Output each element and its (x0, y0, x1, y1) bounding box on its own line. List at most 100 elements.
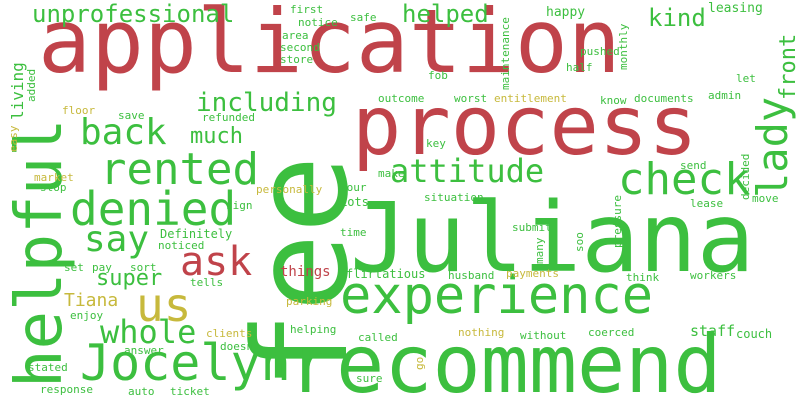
word-happy: happy (546, 5, 586, 20)
word-doesn: doesn (220, 340, 254, 353)
word-nothing: nothing (458, 326, 505, 339)
word-us: us (136, 278, 192, 332)
word-application: application (38, 0, 621, 93)
word-living: living (8, 62, 27, 120)
word-let: let (736, 72, 756, 85)
word-tells: tells (190, 276, 224, 289)
word-response: response (40, 383, 93, 396)
word-whole: whole (100, 313, 197, 351)
word-leasing: leasing (708, 1, 763, 16)
word-including: including (196, 88, 337, 118)
word-documents: documents (634, 92, 694, 105)
word-tour: tour (340, 181, 367, 194)
word-area: area (282, 29, 309, 42)
word-juliana: Juliana (350, 182, 755, 294)
word-answer: answer (124, 344, 164, 357)
word-personally: personally (256, 183, 323, 196)
word-auto: auto (128, 385, 155, 398)
word-check: check (618, 154, 751, 205)
word-pushed: pushed (580, 45, 620, 58)
word-staff: staff (690, 322, 736, 340)
word-set: set (64, 261, 84, 274)
word-without: without (520, 329, 567, 342)
word-attitude: attitude (390, 152, 545, 190)
word-definitely: Definitely (160, 227, 233, 241)
word-front: front (776, 33, 800, 100)
word-safe: safe (350, 11, 377, 24)
word-decided: decided (739, 153, 752, 200)
word-sort: sort (130, 261, 157, 274)
word-much: much (190, 124, 243, 149)
word-ask: ask (180, 239, 253, 285)
word-entitlement: entitlement (494, 92, 567, 105)
word-half: half (566, 61, 593, 74)
word-go: go (413, 356, 426, 370)
word-payments: payments (506, 267, 559, 280)
word-think: think (626, 271, 660, 284)
word-parking: parking (286, 295, 333, 308)
word-fob: fob (428, 69, 448, 82)
word-tiana: Tiana (64, 290, 119, 311)
word-process: process (352, 79, 698, 174)
word-store: store (280, 53, 314, 66)
word-admin: admin (708, 89, 742, 102)
word-soo: soo (573, 232, 586, 252)
word-maintenance: maintenance (499, 17, 512, 90)
word-noticed: noticed (158, 239, 205, 252)
word-worst: worst (454, 92, 488, 105)
word-first: first (290, 3, 324, 16)
word-clients: clients (206, 327, 253, 340)
word-helped: helped (402, 0, 489, 28)
word-say: say (84, 219, 150, 260)
word-many: many (533, 237, 546, 265)
word-helping: helping (290, 323, 337, 336)
word-things: things (280, 264, 331, 280)
word-second: second (280, 41, 320, 54)
word-flirtatious: flirtatious (346, 267, 426, 281)
word-enjoy: enjoy (70, 309, 104, 322)
word-floor: floor (62, 104, 96, 117)
word-stated: stated (28, 361, 68, 374)
word-recommend: recommend (288, 318, 722, 400)
word-situation: situation (424, 191, 484, 204)
word-sure: sure (356, 372, 383, 385)
word-pressure: pressure (611, 195, 624, 248)
word-unprofessional: unprofessional (32, 0, 235, 28)
word-back: back (80, 112, 167, 153)
word-super: super (96, 266, 163, 291)
word-lease: lease (690, 197, 724, 210)
word-lady: lady (748, 96, 797, 198)
word-time: time (340, 226, 367, 239)
word-workers: workers (690, 269, 737, 282)
word-key: key (426, 137, 446, 150)
word-called: called (358, 331, 398, 344)
word-denied: denied (70, 182, 237, 236)
word-rented: rented (100, 144, 259, 195)
word-sign: sign (226, 199, 253, 212)
word-make: make (378, 167, 405, 180)
word-notice: notice (298, 16, 338, 29)
word-stop: stop (40, 181, 67, 194)
word-lots: Lots (340, 195, 369, 209)
word-added: added (25, 68, 38, 102)
word-outcome: outcome (378, 92, 425, 105)
word-monthly: monthly (617, 23, 630, 70)
word-helpful: helpful (3, 118, 77, 388)
word-market: market (34, 171, 74, 184)
word-know: know (600, 94, 627, 107)
word-save: save (118, 109, 145, 122)
word-easy: easy (7, 125, 20, 153)
word-jocelyn: Jocelyn (80, 334, 291, 392)
word-experience: experience (340, 266, 654, 326)
word-submit: submit (512, 221, 552, 234)
word-kind: kind (648, 4, 706, 32)
word-coerced: coerced (588, 326, 635, 339)
word-couch: couch (736, 327, 773, 341)
word-move: move (752, 192, 779, 205)
word-ticket: ticket (170, 385, 210, 398)
word-pay: pay (92, 261, 112, 274)
word-refunded: refunded (202, 111, 255, 124)
word-husband: husband (448, 269, 495, 282)
word-send: send (680, 159, 707, 172)
